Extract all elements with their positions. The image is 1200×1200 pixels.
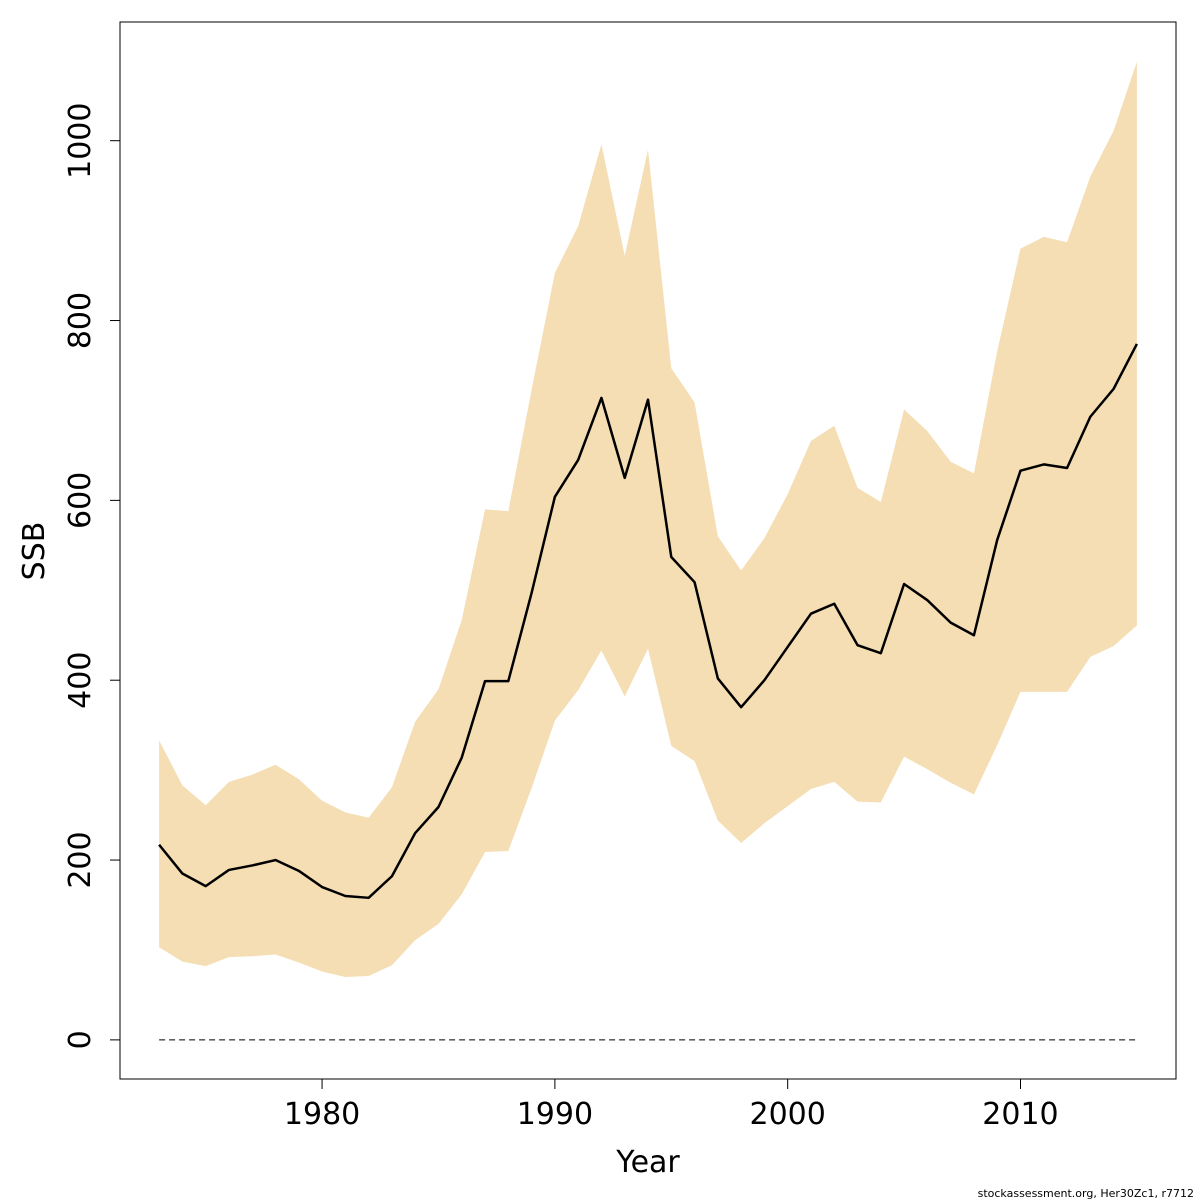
x-axis-label: Year	[615, 1145, 680, 1180]
plot-frame	[119, 21, 1177, 1080]
x-tick-label: 2000	[750, 1097, 826, 1132]
y-tick-label: 400	[63, 652, 98, 709]
x-tick-label: 1990	[517, 1097, 593, 1132]
x-tick-label: 2010	[982, 1097, 1058, 1132]
confidence-band	[159, 61, 1137, 977]
y-axis-label: SSB	[17, 522, 52, 581]
y-tick-label: 1000	[63, 103, 98, 179]
ssb-line	[158, 343, 1139, 900]
y-tick-label: 200	[63, 831, 98, 888]
footer: stockassessment.org, Her30Zc1, r7712	[978, 1187, 1194, 1200]
y-tick-label: 600	[63, 472, 98, 529]
x-tick-label: 1980	[284, 1097, 360, 1132]
y-tick-label: 800	[63, 292, 98, 349]
y-tick-label: 0	[63, 1030, 98, 1049]
